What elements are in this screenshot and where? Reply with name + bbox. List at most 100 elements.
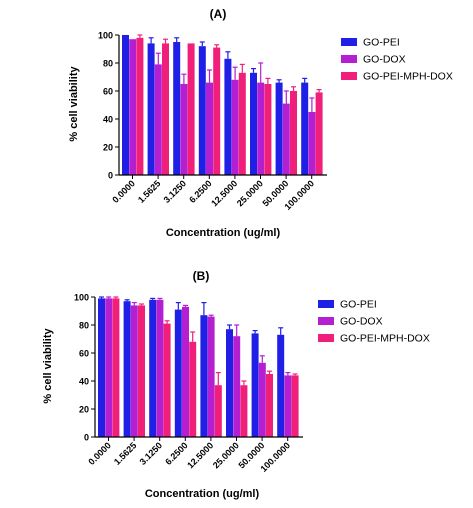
y-tick-label: 40 <box>103 115 113 125</box>
bar <box>198 46 206 176</box>
chart-a-y-ticks: 0 20 40 60 80 100 <box>98 31 119 181</box>
y-tick-label: 60 <box>79 349 89 359</box>
legend-label: GO-PEI <box>340 299 377 311</box>
legend-swatch <box>341 38 357 46</box>
chart-a-legend: GO-PEI GO-DOX GO-PEI-MPH-DOX <box>341 37 453 83</box>
y-tick-label: 100 <box>98 31 113 41</box>
bar <box>284 375 292 437</box>
bar <box>226 329 233 437</box>
legend-label: GO-PEI-MPH-DOX <box>340 333 430 345</box>
bar <box>162 43 169 176</box>
bar <box>182 306 189 437</box>
bar <box>154 64 162 175</box>
bar <box>189 341 197 437</box>
x-tick-label: 3.1250 <box>138 440 165 467</box>
legend-label: GO-PEI-MPH-DOX <box>363 71 453 83</box>
bar <box>233 336 241 437</box>
y-tick-label: 0 <box>108 171 113 181</box>
y-tick-label: 0 <box>84 433 89 443</box>
legend-swatch <box>318 317 334 325</box>
x-tick-label: 0.0000 <box>110 178 137 205</box>
y-tick-label: 40 <box>79 377 89 387</box>
x-tick-label: 25.0000 <box>211 440 241 470</box>
chart-panel-b: (B) % cell viability 0 20 40 60 80 100 0.0000… <box>42 269 430 500</box>
x-tick-label: 12.5000 <box>209 178 239 208</box>
y-tick-label: 20 <box>79 405 89 415</box>
chart-b-title: (B) <box>193 269 210 283</box>
bar <box>257 82 265 175</box>
chart-panel-a: (A) % cell viability 0 20 40 60 80 100 0.0000… <box>68 7 453 239</box>
x-tick-label: 12.5000 <box>185 440 215 470</box>
y-tick-label: 80 <box>79 321 89 331</box>
bar <box>130 305 138 437</box>
bar <box>213 47 221 175</box>
bar <box>264 84 272 175</box>
legend-swatch <box>341 55 357 63</box>
bar <box>266 374 273 437</box>
x-tick-label: 1.5625 <box>112 440 139 467</box>
legend-label: GO-DOX <box>340 316 383 328</box>
chart-b-bars <box>98 298 299 437</box>
bar <box>122 35 129 175</box>
bar <box>147 43 155 176</box>
y-tick-label: 80 <box>103 59 113 69</box>
bar <box>251 333 259 437</box>
legend-swatch <box>341 72 357 80</box>
x-tick-label: 1.5625 <box>136 178 163 205</box>
legend-label: GO-DOX <box>363 54 406 66</box>
bar <box>308 112 316 175</box>
bar <box>200 315 208 437</box>
bar <box>238 72 246 175</box>
bar <box>138 305 145 437</box>
y-tick-label: 60 <box>103 87 113 97</box>
x-tick-label: 25.0000 <box>235 178 265 208</box>
bar <box>136 37 144 175</box>
legend-swatch <box>318 300 334 308</box>
bar <box>98 298 105 437</box>
x-tick-label: 0.0000 <box>86 440 113 467</box>
bar <box>187 43 195 176</box>
bar <box>174 309 182 437</box>
bar <box>275 82 283 175</box>
bar <box>207 316 215 437</box>
chart-a-y-axis-label: % cell viability <box>68 66 80 142</box>
bar <box>291 375 299 437</box>
chart-b-legend: GO-PEI GO-DOX GO-PEI-MPH-DOX <box>318 299 430 345</box>
x-tick-label: 3.1250 <box>162 178 189 205</box>
bar <box>282 103 290 175</box>
bar <box>240 385 248 437</box>
legend-swatch <box>318 334 334 342</box>
y-tick-label: 20 <box>103 143 113 153</box>
y-tick-label: 100 <box>74 293 89 303</box>
chart-a-error-bars <box>137 34 322 112</box>
bar <box>301 82 309 175</box>
chart-a-x-axis-label: Concentration (ug/ml) <box>166 227 281 239</box>
bar <box>250 72 257 175</box>
bar <box>173 42 181 175</box>
bar <box>149 299 157 437</box>
bar <box>129 39 137 176</box>
bar <box>214 385 222 437</box>
legend-label: GO-PEI <box>363 37 400 49</box>
bar <box>231 79 239 175</box>
bar <box>123 301 131 437</box>
bar <box>206 82 213 175</box>
bar <box>315 92 323 175</box>
chart-b-error-bars <box>99 296 298 386</box>
chart-b-y-axis-label: % cell viability <box>42 328 54 404</box>
chart-a-x-ticks: 0.0000 1.5625 3.1250 6.250012.500025.000050… <box>110 175 316 212</box>
bar <box>224 58 232 175</box>
bar <box>290 91 297 175</box>
bar <box>258 362 266 437</box>
chart-a-bars <box>122 35 323 176</box>
bar <box>163 323 171 437</box>
bar <box>112 298 120 437</box>
chart-a-title: (A) <box>210 7 227 21</box>
chart-b-x-axis-label: Concentration (ug/ml) <box>145 488 260 500</box>
bar <box>277 334 285 437</box>
chart-b-y-ticks: 0 20 40 60 80 100 <box>74 293 95 443</box>
bar <box>156 299 164 437</box>
chart-b-x-ticks: 0.0000 1.5625 3.1250 6.250012.500025.000050… <box>86 437 292 474</box>
bar <box>105 298 113 437</box>
